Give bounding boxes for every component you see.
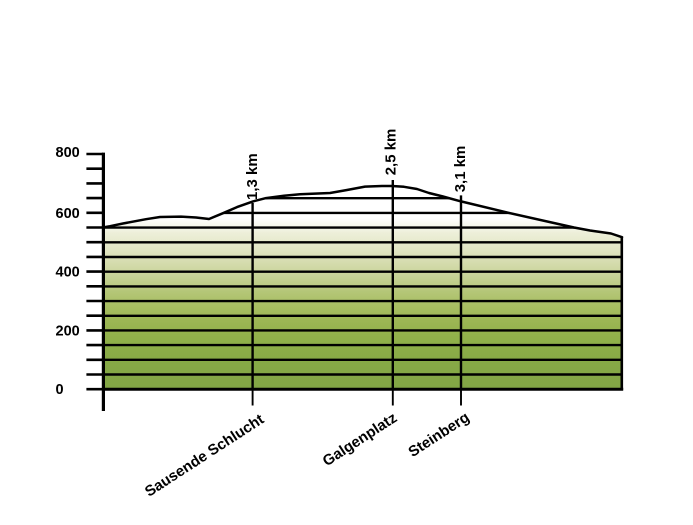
svg-text:Sausende Schlucht: Sausende Schlucht <box>142 411 267 501</box>
svg-text:1,3 km: 1,3 km <box>244 153 261 200</box>
svg-text:200: 200 <box>56 323 80 339</box>
svg-text:Galgenplatz: Galgenplatz <box>320 409 401 470</box>
svg-text:0: 0 <box>56 382 64 398</box>
svg-text:400: 400 <box>56 265 80 281</box>
svg-text:800: 800 <box>56 145 80 161</box>
svg-text:Steinberg: Steinberg <box>405 409 472 461</box>
svg-text:3,1 km: 3,1 km <box>452 146 469 193</box>
svg-text:600: 600 <box>56 206 80 222</box>
svg-text:2,5 km: 2,5 km <box>383 129 400 176</box>
